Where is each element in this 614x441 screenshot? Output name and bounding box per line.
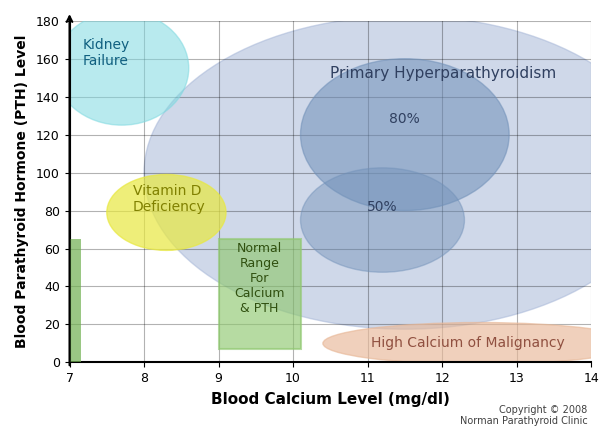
- Ellipse shape: [300, 168, 464, 272]
- Bar: [69, 239, 80, 363]
- Text: Copyright © 2008
Norman Parathyroid Clinic: Copyright © 2008 Norman Parathyroid Clin…: [460, 405, 588, 426]
- Bar: [219, 239, 300, 349]
- Ellipse shape: [107, 175, 226, 250]
- X-axis label: Blood Calcium Level (mg/dl): Blood Calcium Level (mg/dl): [211, 392, 450, 407]
- Text: Primary Hyperparathyroidism: Primary Hyperparathyroidism: [330, 67, 556, 82]
- Text: 80%: 80%: [389, 112, 420, 127]
- Text: Vitamin D
Deficiency: Vitamin D Deficiency: [133, 184, 206, 214]
- Text: 50%: 50%: [367, 200, 398, 214]
- Ellipse shape: [55, 11, 188, 125]
- Y-axis label: Blood Parathyroid Hormone (PTH) Level: Blood Parathyroid Hormone (PTH) Level: [15, 35, 29, 348]
- Text: Kidney
Failure: Kidney Failure: [83, 38, 130, 68]
- Ellipse shape: [300, 59, 509, 210]
- Text: Normal
Range
For
Calcium
& PTH: Normal Range For Calcium & PTH: [235, 243, 285, 315]
- Ellipse shape: [144, 16, 614, 329]
- Text: High Calcium of Malignancy: High Calcium of Malignancy: [371, 336, 565, 351]
- Ellipse shape: [323, 322, 614, 364]
